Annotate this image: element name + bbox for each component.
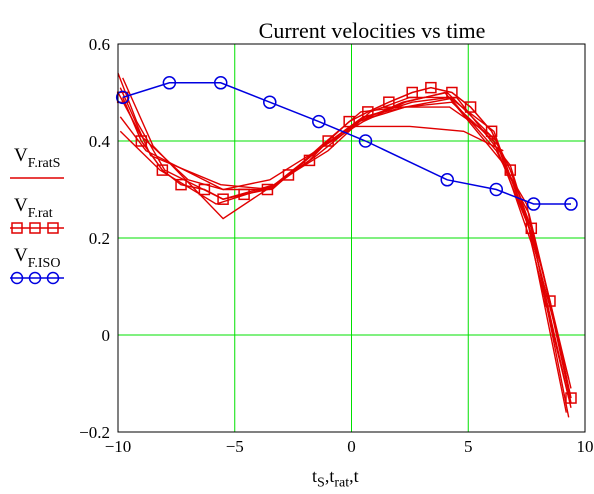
data-point-circle <box>440 173 454 187</box>
data-point-square <box>135 135 148 147</box>
series-v-f-iso <box>115 76 578 211</box>
data-point-circle <box>564 197 578 211</box>
data-point-circle <box>162 76 177 90</box>
data-point-square <box>156 164 169 176</box>
series-line <box>358 96 572 404</box>
data-point-square <box>406 86 418 99</box>
legend-swatch-squares <box>10 222 64 234</box>
x-tick-label: −10 <box>105 437 132 456</box>
series-line <box>122 82 571 205</box>
data-point-square <box>238 188 250 201</box>
data-point-circle <box>213 76 228 90</box>
legend-entry-vfiso: VF.ISO <box>8 245 78 295</box>
data-point-square <box>383 96 395 108</box>
x-axis-label: tS,trat,t <box>312 466 359 492</box>
data-point-square <box>343 115 355 128</box>
series-line <box>351 125 504 152</box>
x-axis-label-sub: rat <box>334 475 350 491</box>
legend-label-sub: F.ISO <box>27 256 61 271</box>
y-tick-label: −0.2 <box>79 423 110 442</box>
x-axis-label-part: ,t <box>324 466 335 486</box>
x-tick-label: 5 <box>464 437 473 456</box>
legend-entry-vfrats: VF.ratS <box>8 145 78 195</box>
legend-label-main: V <box>14 195 28 216</box>
x-tick-label: −5 <box>226 437 244 456</box>
data-point-square <box>425 81 437 94</box>
y-tick-label: 0.2 <box>89 229 110 248</box>
data-point-square <box>446 86 458 99</box>
chart-title: Current velocities vs time <box>259 18 486 43</box>
legend-label: VF.rat <box>14 195 53 222</box>
data-point-square <box>322 135 334 147</box>
legend-entry-vfrat: VF.rat <box>8 195 78 245</box>
legend-label-main: V <box>14 245 28 266</box>
data-point-square <box>175 178 187 191</box>
data-point-square <box>565 392 577 404</box>
data-point-circle <box>312 114 326 129</box>
legend-label-sub: F.ratS <box>27 156 61 171</box>
series-line <box>119 87 572 408</box>
data-point-square <box>504 164 517 176</box>
series-v-f-rat <box>116 81 577 404</box>
y-tick-label: 0.4 <box>89 132 111 151</box>
legend-label: VF.ISO <box>14 245 60 272</box>
data-point-square <box>544 295 556 307</box>
legend: VF.ratS VF.rat VF.ISO <box>8 145 78 295</box>
x-axis-label-sub: S <box>317 475 325 491</box>
series-line <box>119 96 567 413</box>
data-point-circle <box>489 182 504 197</box>
legend-label-sub: F.rat <box>27 206 53 221</box>
x-axis-label-part: ,t <box>349 466 359 486</box>
data-point-circle <box>263 95 277 109</box>
data-point-square <box>217 193 229 205</box>
x-tick-label: 10 <box>577 437 594 456</box>
data-point-square <box>362 106 374 118</box>
series-line <box>119 91 570 399</box>
series-line <box>117 72 570 379</box>
data-point-square <box>485 125 498 138</box>
tick-labels: −10 −5 0 5 10 −0.2 0 0.2 0.4 0.6 <box>79 35 593 456</box>
data-point-square <box>464 101 477 113</box>
data-point-circle <box>115 90 130 105</box>
legend-label-main: V <box>14 145 28 166</box>
data-point-circle <box>358 134 373 148</box>
legend-label: VF.ratS <box>14 145 60 172</box>
data-point-square <box>261 183 274 196</box>
legend-swatch-line <box>10 177 64 179</box>
data-point-square <box>303 154 316 167</box>
series-layer <box>115 72 578 418</box>
data-point-square <box>282 169 295 181</box>
series-line <box>122 86 572 399</box>
x-axis-label-part: t <box>312 466 318 486</box>
data-point-square <box>198 183 211 196</box>
data-point-circle <box>526 197 541 211</box>
data-point-square <box>525 222 538 235</box>
legend-swatch-circles <box>10 271 64 285</box>
y-tick-label: 0.6 <box>89 35 110 54</box>
y-tick-label: 0 <box>102 326 111 345</box>
x-tick-label: 0 <box>347 437 356 456</box>
grid-lines <box>118 44 585 432</box>
plot-frame <box>117 43 586 433</box>
